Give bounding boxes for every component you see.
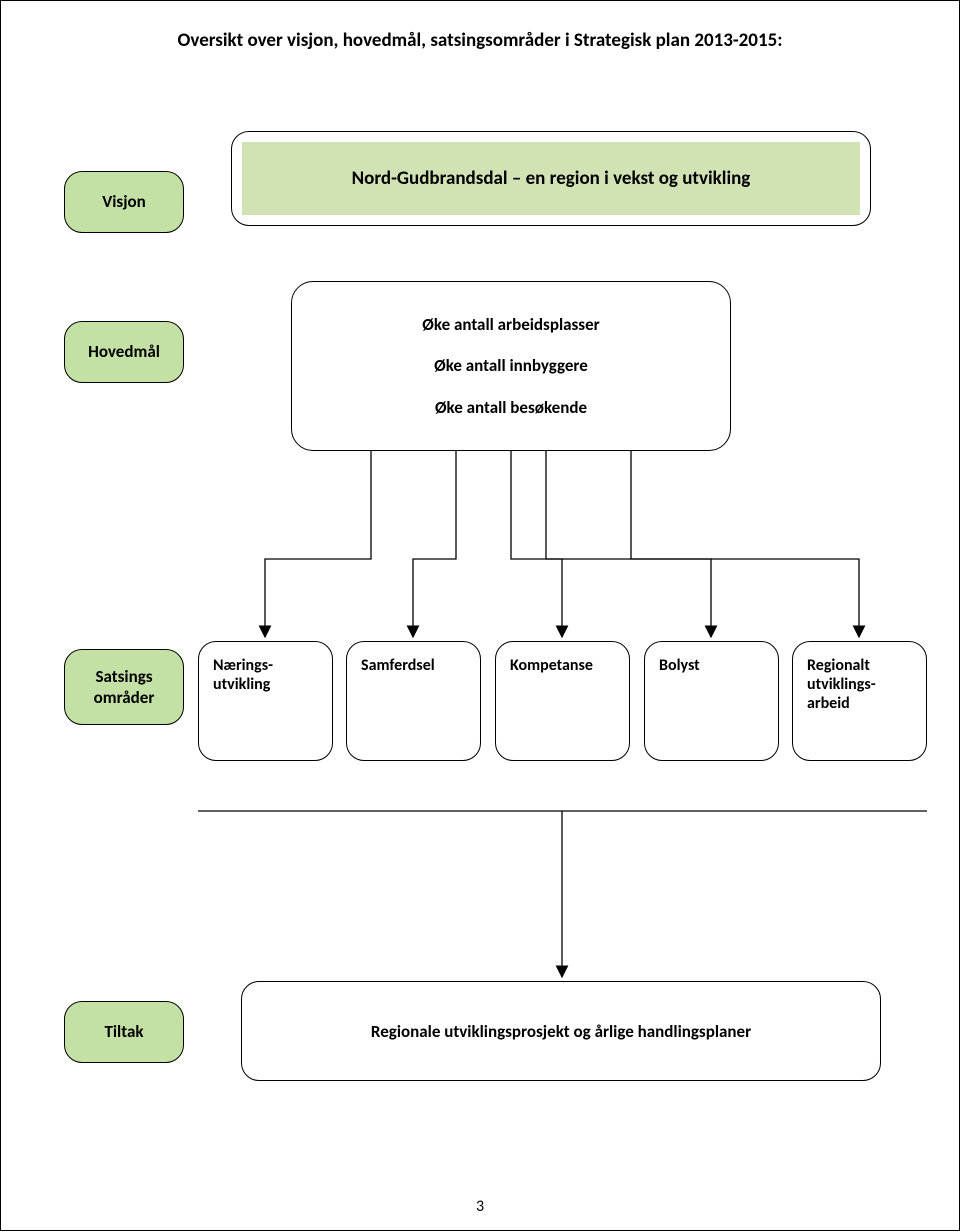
hovedmal-line3: Øke antall besøkende [322, 397, 700, 418]
sat5-l2: utviklings- [807, 675, 876, 694]
vision-inner: Nord-Gudbrandsdal – en region i vekst og… [242, 142, 860, 215]
sat3-text: Kompetanse [510, 656, 593, 675]
vision-box: Nord-Gudbrandsdal – en region i vekst og… [231, 131, 871, 226]
label-tiltak-text: Tiltak [104, 1021, 143, 1042]
sat4-text: Bolyst [659, 656, 700, 675]
page-title: Oversikt over visjon, hovedmål, satsings… [1, 29, 959, 52]
sat-box-2: Samferdsel [346, 641, 481, 761]
label-satsings: Satsings områder [64, 649, 184, 725]
sat5-l1: Regionalt [807, 656, 870, 675]
label-visjon-text: Visjon [102, 191, 146, 212]
page-frame: Oversikt over visjon, hovedmål, satsings… [0, 0, 960, 1231]
hovedmal-box: Øke antall arbeidsplasser Øke antall inn… [291, 281, 731, 451]
label-hovedmal: Hovedmål [64, 321, 184, 383]
hovedmal-line1: Øke antall arbeidsplasser [322, 314, 700, 335]
sat1-l1: Nærings- [213, 656, 273, 675]
label-tiltak: Tiltak [64, 1001, 184, 1063]
hovedmal-line2: Øke antall innbyggere [322, 355, 700, 376]
vision-text: Nord-Gudbrandsdal – en region i vekst og… [352, 167, 751, 190]
page-number: 3 [1, 1197, 959, 1216]
sat-box-1: Nærings- utvikling [198, 641, 333, 761]
label-satsings-l2: områder [94, 687, 155, 708]
label-visjon: Visjon [64, 171, 184, 233]
label-satsings-l1: Satsings [95, 666, 152, 687]
sat-box-3: Kompetanse [495, 641, 630, 761]
sat5-l3: arbeid [807, 694, 850, 713]
sat-box-5: Regionalt utviklings- arbeid [792, 641, 927, 761]
label-hovedmal-text: Hovedmål [88, 341, 160, 362]
sat-box-4: Bolyst [644, 641, 779, 761]
tiltak-box: Regionale utviklingsprosjekt og årlige h… [241, 981, 881, 1081]
tiltak-text: Regionale utviklingsprosjekt og årlige h… [371, 1021, 751, 1042]
sat1-l2: utvikling [213, 675, 270, 694]
sat2-text: Samferdsel [361, 656, 435, 675]
